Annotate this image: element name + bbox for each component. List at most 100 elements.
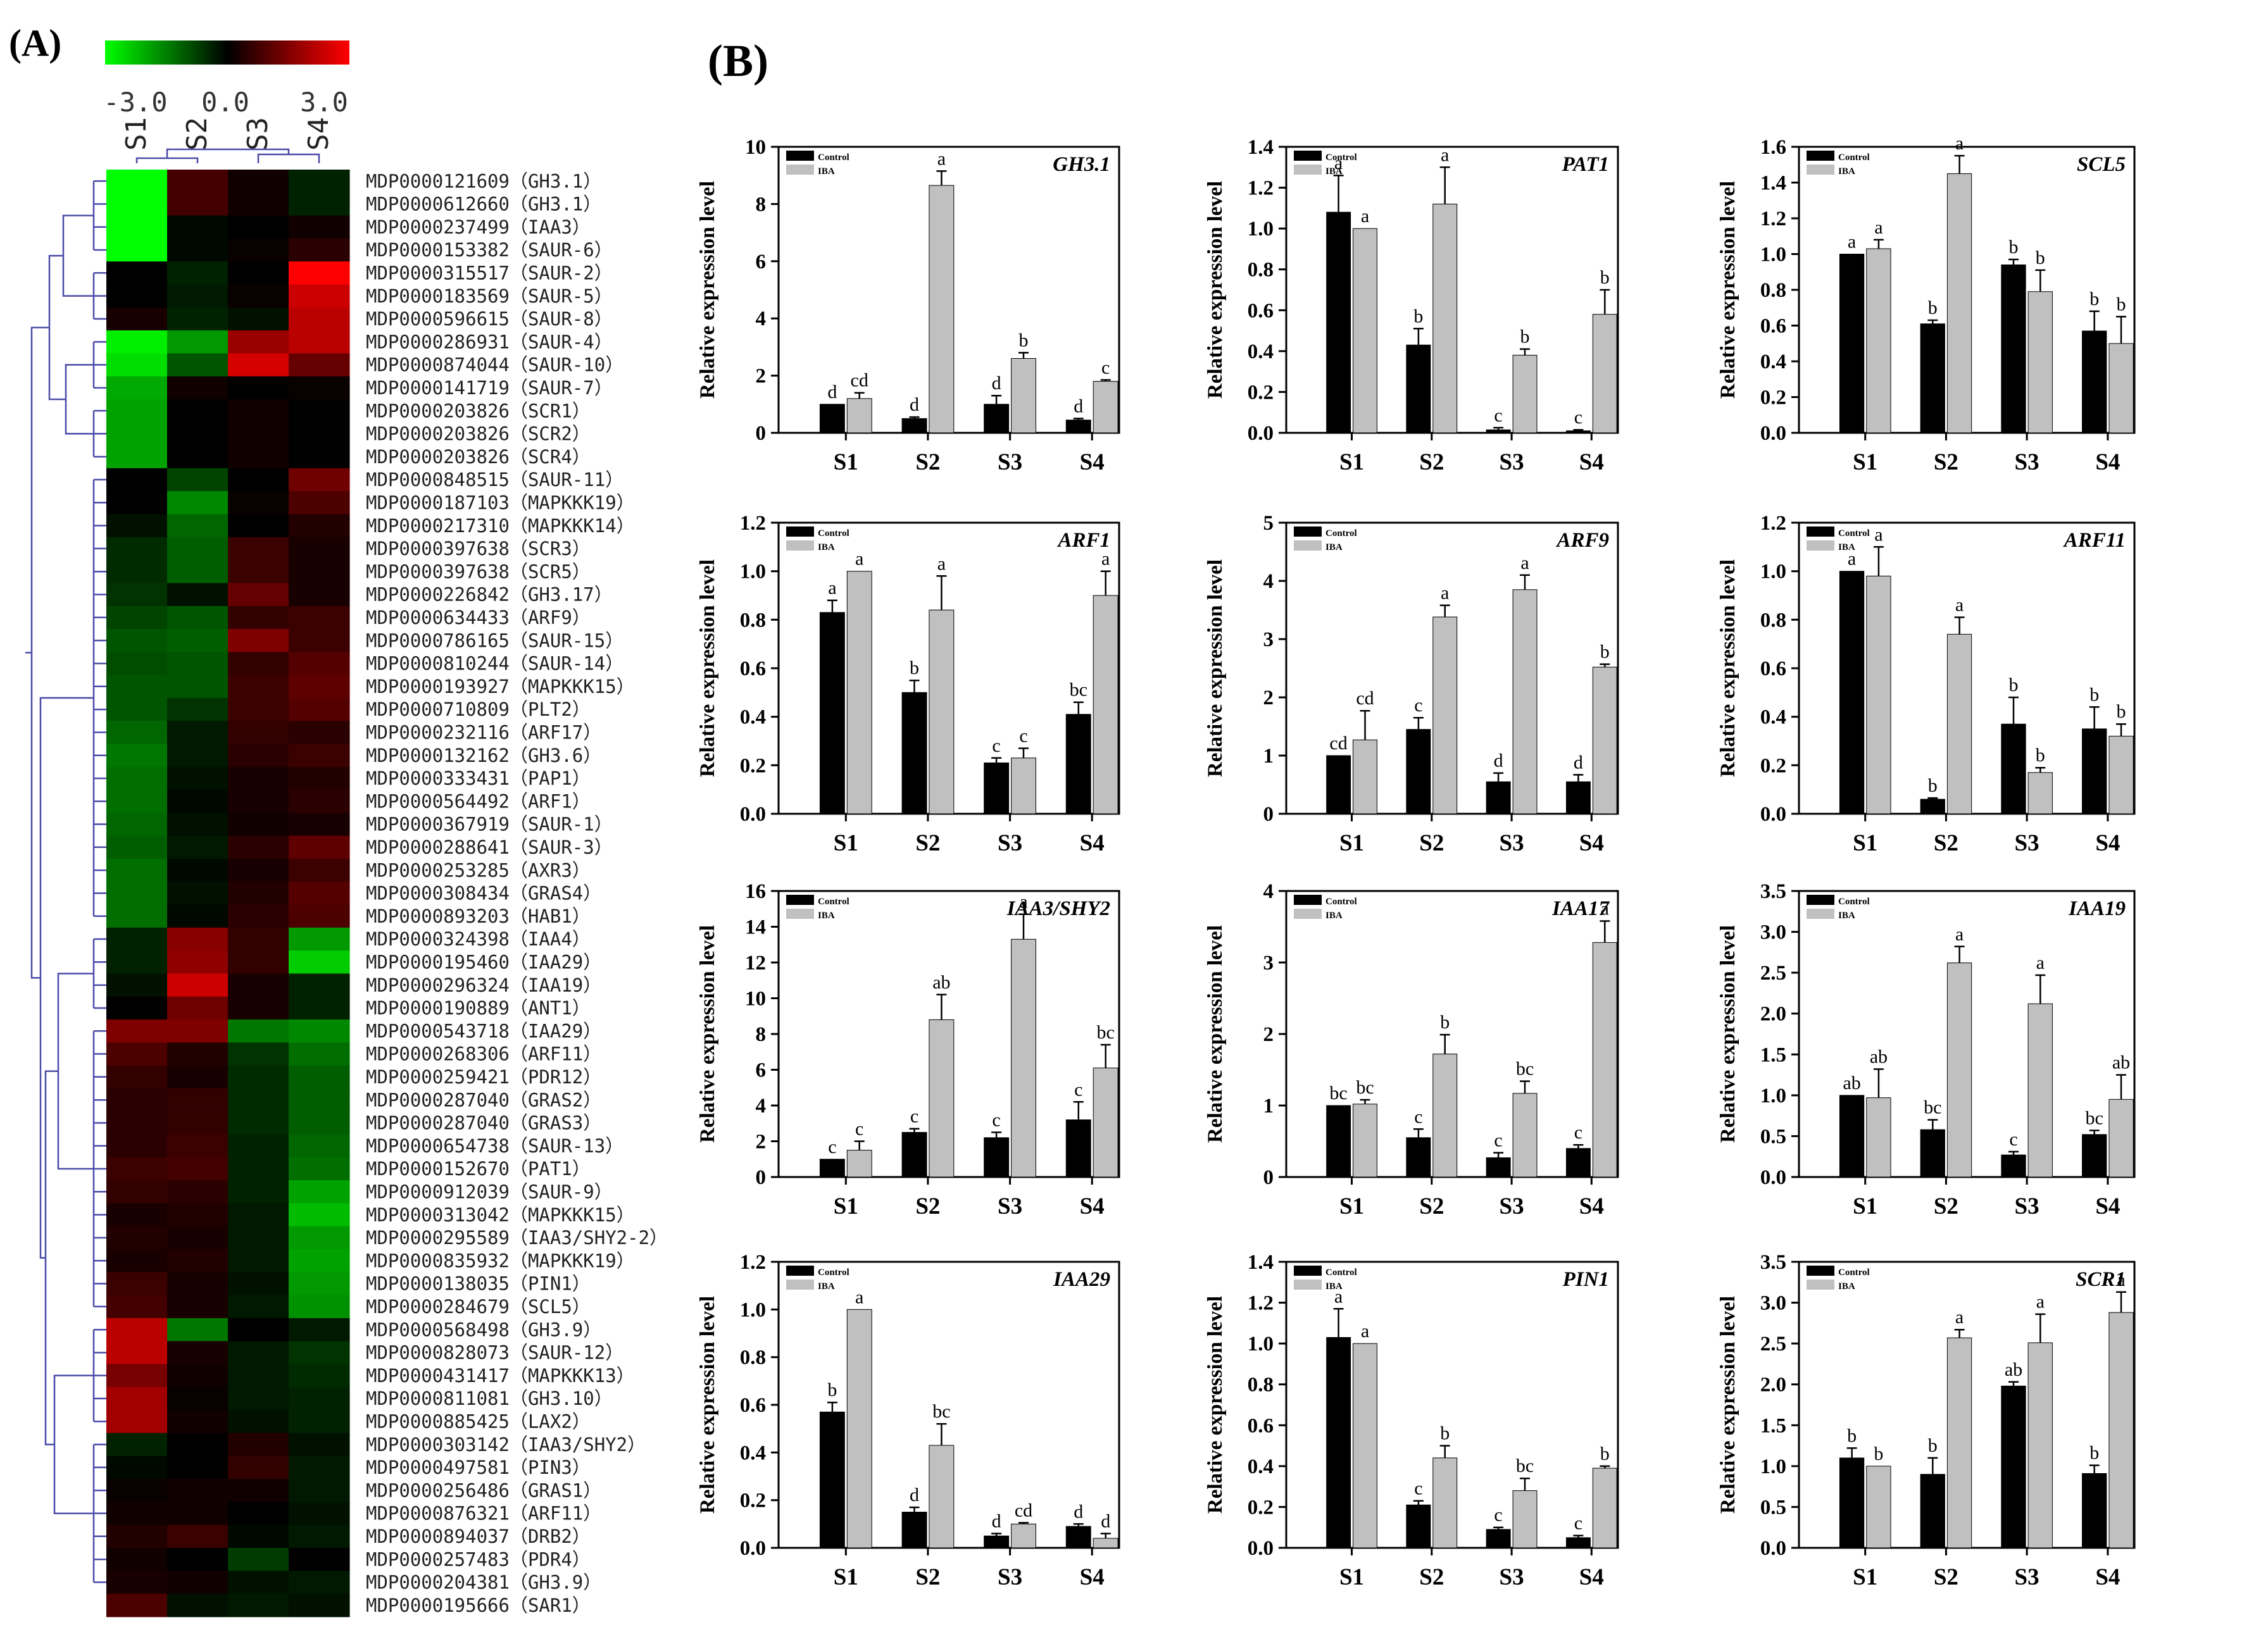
error-bar: [854, 1140, 865, 1150]
heatmap-cell: [106, 215, 168, 239]
bar-iba: [1011, 1523, 1036, 1548]
error-bar: [1073, 1101, 1084, 1120]
gene-label: MDP0000268306（ARF11）: [366, 1043, 601, 1065]
error-bar: [936, 170, 947, 185]
heatmap-cell: [228, 652, 289, 676]
y-axis-label: Relative expression level: [696, 181, 719, 399]
sample-label: S1: [120, 117, 153, 151]
heatmap-cell: [106, 1455, 168, 1479]
legend-label-iba: IBA: [1325, 166, 1343, 177]
bar-iba: [1093, 595, 1118, 814]
gene-label: MDP0000204381（GH3.9）: [366, 1572, 601, 1593]
heatmap-cell: [289, 1249, 350, 1273]
bar-iba: [1946, 633, 1972, 814]
significance-letter: d: [1574, 752, 1583, 773]
heatmap-cell: [289, 675, 350, 699]
x-tick-label: S2: [915, 449, 940, 475]
panel-a-label: (A): [9, 22, 61, 64]
y-tick-label: 6: [756, 1059, 767, 1082]
heatmap-cell: [167, 1318, 229, 1342]
bar-iba: [2108, 1312, 2134, 1548]
x-tick-label: S1: [1853, 830, 1877, 856]
error-bar: [2008, 1150, 2019, 1155]
error-bar: [1360, 1099, 1370, 1104]
significance-letter: a: [855, 1286, 863, 1307]
bar-control: [2082, 330, 2107, 433]
heatmap-cell: [167, 1065, 229, 1089]
gene-label: MDP0000710809（PLT2）: [366, 699, 591, 720]
y-tick-label: 4: [1263, 570, 1274, 593]
bar-iba: [846, 571, 872, 814]
x-tick-label: S3: [1500, 1193, 1524, 1219]
gene-label: MDP0000828073（SAUR-12）: [366, 1342, 623, 1364]
y-tick-label: 0.0: [1248, 1537, 1274, 1560]
bar-control: [1920, 799, 1945, 814]
chart-scl5: 0.0 0.2 0.4 0.6 0.8 1.0 1.2 1.4 1.6 Relative expr…: [1717, 133, 2136, 475]
heatmap-cell: [289, 1479, 350, 1502]
gene-label: MDP0000193927（MAPKKK15）: [366, 676, 635, 697]
heatmap-cell: [106, 1088, 168, 1112]
gene-label: MDP0000296324（IAA19）: [366, 975, 601, 996]
error-bar: [1439, 1445, 1450, 1458]
gene-label: MDP0000257483（PDR4）: [366, 1548, 591, 1570]
heatmap-cell: [289, 859, 350, 882]
significance-letter: a: [1101, 549, 1110, 570]
heatmap-cell: [289, 330, 350, 354]
error-bar: [1873, 239, 1884, 249]
significance-letter: a: [1334, 153, 1343, 173]
heatmap-cell: [106, 629, 168, 652]
error-bar: [1846, 1447, 1857, 1458]
heatmap-cell: [228, 560, 289, 583]
heatmap-cell: [167, 330, 229, 354]
heatmap-cell: [167, 950, 229, 975]
x-tick-label: S1: [1853, 1564, 1877, 1590]
y-tick-label: 1.2: [1760, 512, 1786, 535]
heatmap-cell: [167, 606, 229, 630]
legend-swatch-iba: [1294, 540, 1322, 551]
chart-title: ARF11: [2063, 529, 2126, 552]
x-tick-label: S3: [998, 449, 1022, 475]
heatmap-cell: [106, 1318, 168, 1342]
significance-letter: b: [1928, 297, 1938, 318]
error-bar: [909, 679, 920, 693]
heatmap-cell: [289, 1433, 350, 1457]
y-tick-label: 1: [1263, 1095, 1274, 1118]
bar-control: [901, 1512, 927, 1548]
legend-swatch-control: [1807, 1266, 1834, 1276]
error-bar: [1520, 574, 1530, 590]
heatmap-cell: [106, 1593, 168, 1617]
bar-control: [2001, 1154, 2026, 1178]
bar-iba: [1866, 575, 1891, 814]
x-tick-label: S1: [834, 830, 858, 856]
bar-control: [819, 1159, 845, 1178]
bar-iba: [1353, 228, 1377, 433]
significance-letter: c: [1494, 405, 1502, 426]
bar-iba: [1512, 1490, 1538, 1548]
chart-arf1: 0.0 0.2 0.4 0.6 0.8 1.0 1.2 Relative expression…: [696, 512, 1120, 856]
y-tick-label: 0.4: [1248, 1455, 1274, 1478]
significance-letter: b: [2036, 247, 2045, 268]
heatmap-cell: [106, 238, 168, 262]
heatmap-cell: [228, 1548, 289, 1571]
scale-label: -3.0: [103, 87, 167, 118]
bar-iba: [1592, 666, 1617, 814]
x-tick-label: S2: [1934, 449, 1958, 475]
bar-control: [1486, 1157, 1511, 1178]
heatmap-cell: [289, 790, 350, 813]
heatmap-cell: [167, 376, 229, 400]
significance-letter: a: [1848, 549, 1856, 570]
heatmap-cell: [106, 904, 168, 928]
bar-iba: [846, 398, 872, 433]
heatmap-cell: [228, 1134, 289, 1158]
legend-label-iba: IBA: [1838, 911, 1855, 921]
significance-letter: c: [992, 1109, 1000, 1130]
heatmap-cell: [228, 766, 289, 790]
significance-letter: c: [1574, 1122, 1582, 1143]
bar-control: [1839, 571, 1865, 814]
bar-iba: [846, 1309, 872, 1548]
heatmap-cell: [289, 950, 350, 975]
significance-letter: b: [1413, 306, 1423, 327]
heatmap: -3.0 0.0 3.0S1 S2 S3 S4MDP0000121609（GH3.1）MD…: [25, 40, 668, 1617]
error-bar: [1100, 379, 1111, 382]
heatmap-cell: [167, 766, 229, 790]
